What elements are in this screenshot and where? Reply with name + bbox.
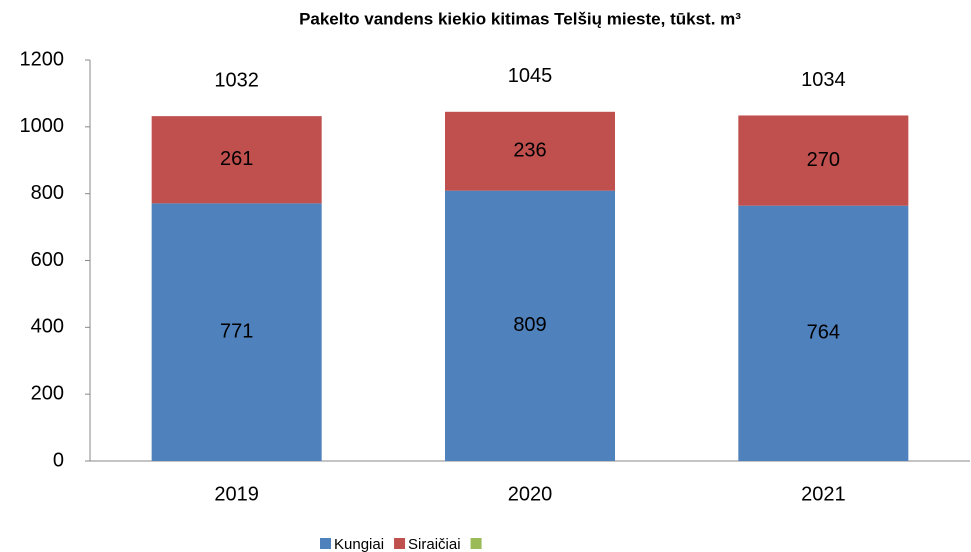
bar-label: 764 [807,322,840,344]
y-tick-label: 200 [31,382,64,404]
chart-title: Pakelto vandens kiekio kitimas Telšių mi… [299,9,741,28]
x-tick-label: 2021 [801,483,846,505]
bar-segment [151,203,322,462]
bar-segment [738,115,909,206]
legend-label: Siraičiai [408,536,461,552]
x-tick-label: 2020 [508,483,553,505]
total-label: 1045 [508,65,553,87]
bar-segment [445,111,615,191]
bar-label: 236 [513,140,546,162]
bar-label: 809 [513,314,546,336]
y-tick-label: 600 [31,249,64,271]
bar-label: 771 [220,320,253,342]
total-label: 1034 [801,69,846,91]
legend-swatch [470,538,482,549]
bar-segment [445,190,615,461]
bar-segment [738,205,909,461]
y-tick-label: 1200 [20,48,65,70]
bar-segment [151,116,322,204]
legend-swatch [394,538,406,549]
y-tick-label: 800 [31,182,64,204]
legend-label: Kungiai [334,536,384,552]
legend-swatch [320,538,331,549]
x-tick-label: 2019 [214,483,259,505]
total-label: 1032 [214,69,259,91]
y-tick-label: 0 [53,449,64,471]
bar-label: 261 [220,148,253,170]
bar-label: 270 [807,149,840,171]
y-tick-label: 400 [31,316,64,338]
y-tick-label: 1000 [20,115,65,137]
